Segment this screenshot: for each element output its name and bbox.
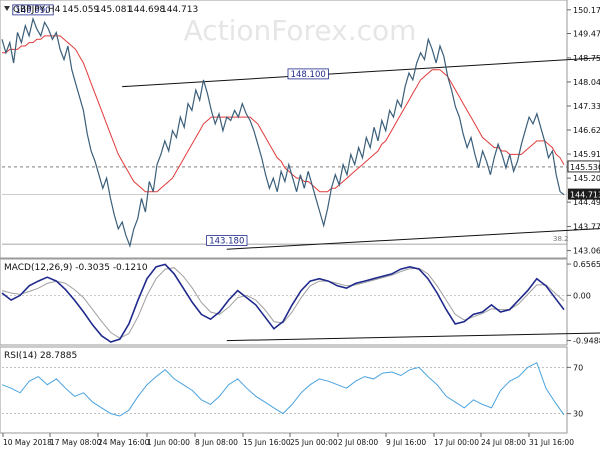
x-tick-label: 24 May 16:00 bbox=[98, 438, 150, 447]
x-tick-label: 9 Jul 16:00 bbox=[386, 438, 426, 447]
price-annotation-label: 143.180 bbox=[209, 237, 244, 247]
price-panel-frame bbox=[0, 0, 568, 259]
x-tick-label: 25 Jun 00:00 bbox=[290, 438, 338, 447]
macd-y-tick-label: 0.6565 bbox=[573, 260, 600, 269]
rsi-line bbox=[1, 361, 565, 417]
price-annotation-box bbox=[206, 235, 248, 246]
moving-average-line bbox=[2, 35, 565, 193]
x-tick-label: 31 Jul 16:00 bbox=[529, 438, 574, 447]
price-y-tick-label: 148.040 bbox=[573, 78, 600, 87]
macd-panel-frame bbox=[0, 258, 568, 346]
rsi-panel-frame bbox=[0, 346, 568, 434]
price-annotation-box bbox=[12, 4, 54, 16]
macd-signal-line bbox=[1, 267, 565, 339]
x-tick-label: 8 Jun 08:00 bbox=[195, 438, 238, 447]
last-price-label: 144.713 bbox=[570, 191, 600, 200]
price-annotation-box bbox=[287, 68, 329, 80]
macd-trendline-0 bbox=[226, 332, 600, 342]
marked-level-box bbox=[567, 160, 600, 173]
price-line bbox=[1, 16, 565, 248]
price-y-tick-label: 145.910 bbox=[573, 150, 600, 159]
rsi-title: RSI(14) 28.7885 bbox=[4, 351, 77, 361]
x-tick-label: 1 Jun 00:00 bbox=[147, 438, 190, 447]
macd-panel: 0.6565 0.00 -0.9488 MACD(12,26,9) -0.3035 … bbox=[0, 258, 600, 346]
ohlc-open: 145.059 bbox=[62, 5, 99, 15]
price-y-tick-label: 150.170 bbox=[573, 6, 600, 15]
x-tick-label: 15 Jun 16:00 bbox=[243, 438, 291, 447]
rsi-y-tick-label: 70 bbox=[573, 363, 583, 372]
ohlc-low: 144.698 bbox=[128, 5, 165, 15]
x-tick-label: 2 Jul 08:00 bbox=[338, 438, 378, 447]
x-tick-label: 10 May 2018 bbox=[3, 438, 52, 447]
rsi-y-tick-label: 30 bbox=[573, 410, 583, 419]
x-tick-label: 24 Jul 08:00 bbox=[481, 438, 526, 447]
rsi-panel: 70 30 RSI(14) 28.7885 bbox=[0, 346, 583, 434]
price-trendline-1 bbox=[226, 228, 600, 250]
ohlc-high: 145.081 bbox=[95, 5, 132, 15]
chevron-down-icon bbox=[4, 6, 10, 11]
price-y-tick-label: 149.470 bbox=[573, 29, 600, 38]
price-annotation-label: 149.990 bbox=[15, 6, 50, 16]
macd-y-tick-label: -0.9488 bbox=[573, 337, 600, 346]
price-y-tick-label: 148.750 bbox=[573, 54, 600, 63]
price-y-tick-label: 144.490 bbox=[573, 198, 600, 207]
marked-level-label: 145.530 bbox=[570, 163, 600, 172]
price-y-tick-label: 147.330 bbox=[573, 102, 600, 111]
symbol-header: GBPJPY,H4 145.059 145.081 144.698 144.71… bbox=[4, 5, 198, 15]
price-trendline-0 bbox=[122, 57, 600, 88]
price-y-tick-label: 143.060 bbox=[573, 247, 600, 256]
price-annotation-label: 148.100 bbox=[291, 70, 326, 80]
macd-y-tick-label: 0.00 bbox=[573, 291, 591, 300]
ohlc-close: 144.713 bbox=[161, 5, 198, 15]
price-y-tick-label: 143.770 bbox=[573, 223, 600, 232]
x-tick-label: 17 Jul 00:00 bbox=[434, 438, 479, 447]
symbol-label: GBPJPY,H4 bbox=[13, 5, 61, 15]
x-tick-label: 17 May 08:00 bbox=[50, 438, 102, 447]
macd-title: MACD(12,26,9) -0.3035 -0.1210 bbox=[4, 263, 148, 273]
macd-line bbox=[1, 263, 565, 343]
price-y-tick-label: 145.200 bbox=[573, 174, 600, 183]
price-panel: ActionForex.com 38.2 149.990 148.100 143.1… bbox=[0, 0, 600, 259]
watermark: ActionForex.com bbox=[184, 14, 417, 47]
price-y-tick-label: 146.620 bbox=[573, 126, 600, 135]
last-price-box bbox=[568, 188, 600, 200]
fib-label: 38.2 bbox=[553, 235, 569, 243]
